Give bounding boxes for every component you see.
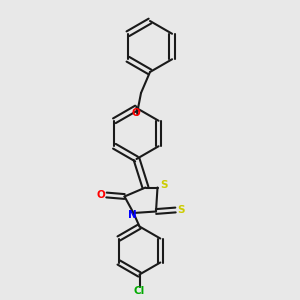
Text: O: O bbox=[97, 190, 106, 200]
Text: N: N bbox=[128, 209, 136, 220]
Text: O: O bbox=[131, 108, 140, 118]
Text: S: S bbox=[160, 179, 168, 190]
Text: Cl: Cl bbox=[134, 286, 145, 296]
Text: S: S bbox=[177, 205, 185, 215]
